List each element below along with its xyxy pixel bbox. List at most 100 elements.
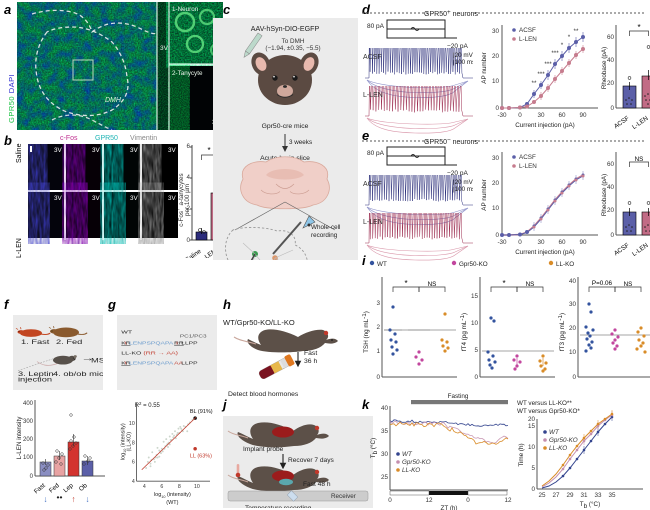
svg-text:90: 90	[579, 239, 587, 246]
svg-text:Fasting: Fasting	[448, 393, 469, 400]
svg-text:ACSF: ACSF	[613, 115, 631, 130]
svg-text:LL (63%): LL (63%)	[190, 454, 212, 460]
svg-text:10: 10	[569, 349, 577, 356]
svg-text:33: 33	[594, 492, 602, 499]
svg-text:400: 400	[23, 401, 34, 407]
svg-text:LL-KO (RR → AA): LL-KO (RR → AA)	[121, 351, 178, 356]
svg-text:0: 0	[610, 232, 614, 239]
svg-text:***: ***	[551, 50, 559, 57]
svg-text:Fast 48 h: Fast 48 h	[303, 481, 331, 488]
svg-text:40: 40	[381, 405, 389, 412]
svg-text:30: 30	[381, 451, 389, 458]
svg-text:5: 5	[474, 347, 478, 354]
svg-text:WT: WT	[377, 261, 387, 268]
svg-text:0: 0	[495, 232, 499, 239]
svg-text:WT versus LL-KO**: WT versus LL-KO**	[517, 400, 572, 407]
svg-text:GPR50+ neurons: GPR50+ neurons	[424, 9, 478, 18]
svg-text:3V: 3V	[54, 195, 63, 202]
svg-text:10: 10	[194, 484, 200, 490]
svg-text:36 h: 36 h	[304, 358, 317, 365]
svg-text:Tb (°C): Tb (°C)	[369, 438, 379, 458]
svg-text:0: 0	[518, 112, 522, 119]
svg-text:30: 30	[537, 112, 545, 119]
svg-text:NS: NS	[526, 281, 535, 288]
svg-text:25: 25	[381, 474, 389, 481]
svg-text:15: 15	[528, 423, 536, 430]
svg-text:6: 6	[132, 460, 135, 466]
svg-text:LLPP: LLPP	[181, 341, 197, 346]
svg-text:fT4 (pg mL-1): fT4 (pg mL-1)	[460, 313, 468, 351]
svg-text:ZT (h): ZT (h)	[440, 505, 457, 510]
svg-text:↓: ↓	[43, 494, 47, 504]
svg-text:MS: MS	[91, 357, 103, 364]
svg-text:NS: NS	[428, 281, 437, 288]
svg-text:0: 0	[466, 497, 470, 504]
svg-text:0: 0	[495, 105, 499, 112]
svg-text:-30: -30	[497, 239, 507, 246]
svg-text:10: 10	[492, 78, 500, 85]
svg-text:BL (91%): BL (91%)	[190, 409, 213, 415]
svg-text:(−1.94, ±0.35, −5.5): (−1.94, ±0.35, −5.5)	[265, 45, 320, 52]
svg-text:10: 10	[471, 320, 479, 327]
svg-text:2: 2	[376, 324, 380, 331]
svg-text:***: ***	[537, 71, 545, 78]
svg-text:10: 10	[129, 421, 135, 427]
svg-text:40: 40	[569, 278, 577, 285]
svg-text:12: 12	[504, 497, 512, 504]
svg-text:|20 mV: |20 mV	[453, 179, 473, 186]
svg-text:LLPP: LLPP	[181, 361, 197, 366]
svg-text:↓: ↓	[85, 494, 89, 504]
svg-text:100: 100	[23, 455, 34, 461]
svg-text:per 100 µm: per 100 µm	[184, 184, 191, 216]
svg-text:*: *	[561, 42, 564, 49]
svg-text:LL-KO: LL-KO	[402, 467, 420, 474]
svg-text:Tb (°C): Tb (°C)	[580, 500, 600, 510]
svg-text:Current injection (pA): Current injection (pA)	[515, 249, 575, 256]
svg-text:(WT): (WT)	[166, 500, 178, 506]
svg-text:20: 20	[528, 416, 536, 423]
svg-text:Fast: Fast	[304, 350, 317, 357]
svg-text:Gpr50-KO: Gpr50-KO	[549, 437, 578, 444]
svg-text:40: 40	[607, 57, 615, 64]
svg-text:*: *	[502, 279, 505, 288]
svg-text:4: 4	[143, 484, 146, 490]
svg-text:Time (h): Time (h)	[518, 443, 525, 466]
svg-text:LENPSPQAPA: LENPSPQAPA	[129, 341, 173, 346]
svg-text:Gpr50-cre mice: Gpr50-cre mice	[262, 123, 309, 130]
svg-text:**: **	[574, 28, 579, 35]
svg-text:35: 35	[381, 428, 389, 435]
svg-text:Rheobase (pA): Rheobase (pA)	[601, 174, 608, 216]
svg-text:injection: injection	[18, 376, 52, 383]
svg-text:Gpr50-KO: Gpr50-KO	[459, 261, 488, 268]
svg-text:Whole-cell: Whole-cell	[311, 224, 340, 231]
svg-text:30: 30	[569, 301, 577, 308]
svg-text:20: 20	[492, 180, 500, 187]
svg-text:20: 20	[607, 80, 615, 87]
svg-text:30: 30	[537, 239, 545, 246]
svg-text:LL-KO: LL-KO	[549, 445, 567, 452]
svg-text:|100 ms: |100 ms	[453, 186, 473, 193]
svg-text:L-LEN: L-LEN	[519, 163, 537, 170]
svg-text:L-LEN: L-LEN	[519, 36, 537, 43]
svg-text:3V: 3V	[92, 195, 101, 202]
svg-text:10: 10	[492, 205, 500, 212]
svg-text:80 pA: 80 pA	[367, 150, 385, 157]
svg-text:Receiver: Receiver	[331, 493, 356, 500]
svg-text:12: 12	[425, 497, 433, 504]
svg-text:↑: ↑	[71, 494, 75, 504]
svg-text:4: 4	[132, 479, 135, 485]
svg-text:To DMH: To DMH	[282, 38, 305, 45]
svg-text:1: 1	[376, 348, 380, 355]
svg-text:*: *	[637, 23, 640, 32]
svg-text:40: 40	[607, 184, 615, 191]
svg-text:60: 60	[558, 239, 566, 246]
svg-text:3V: 3V	[160, 45, 169, 52]
svg-text:20: 20	[569, 325, 577, 332]
svg-text:TSH (ng mL-1): TSH (ng mL-1)	[362, 311, 370, 353]
svg-text:AP number: AP number	[481, 52, 488, 83]
svg-text:recording: recording	[311, 232, 338, 239]
svg-text:••: ••	[57, 492, 63, 502]
svg-text:LL-KO: LL-KO	[556, 261, 574, 268]
svg-text:Temperature recording: Temperature recording	[245, 505, 312, 508]
svg-text:Rheobase (pA): Rheobase (pA)	[601, 47, 608, 89]
